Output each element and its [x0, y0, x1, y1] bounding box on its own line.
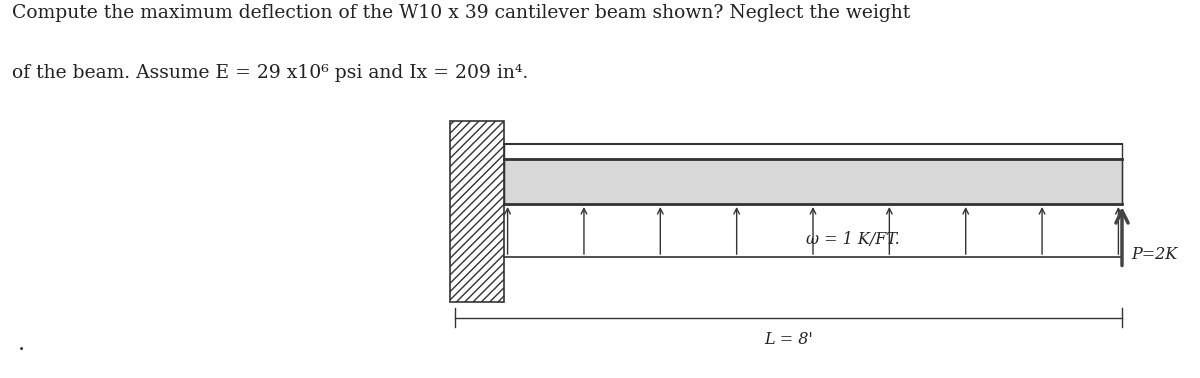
Text: .: .	[18, 333, 25, 355]
Text: L = 8': L = 8'	[764, 331, 812, 348]
Text: ω = 1 K/FT.: ω = 1 K/FT.	[806, 231, 900, 248]
Text: P=2K: P=2K	[1132, 246, 1178, 263]
Bar	[450, 121, 504, 302]
Text: of the beam. Assume E = 29 x10⁶ psi and Ix = 209 in⁴.: of the beam. Assume E = 29 x10⁶ psi and …	[12, 64, 528, 82]
Bar	[504, 159, 1122, 204]
Text: Compute the maximum deflection of the W10 x 39 cantilever beam shown? Neglect th: Compute the maximum deflection of the W1…	[12, 4, 911, 22]
